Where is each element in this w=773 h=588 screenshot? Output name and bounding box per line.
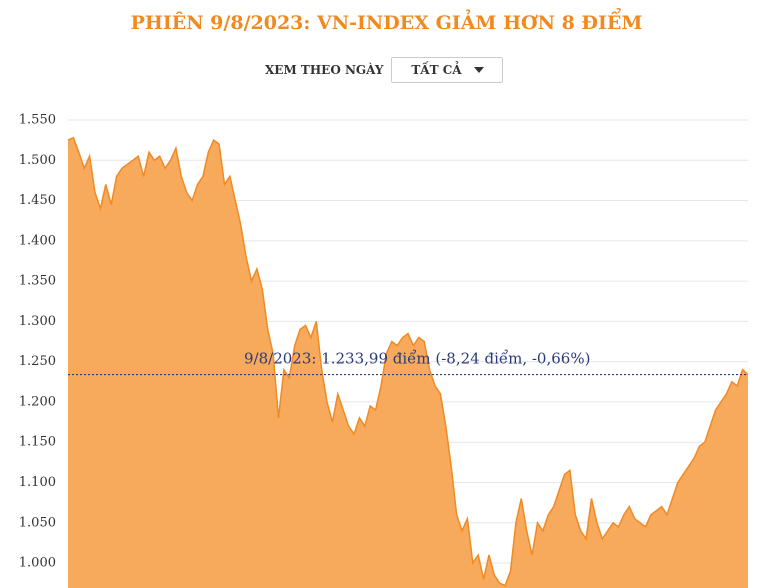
y-tick-label: 1.050 [19, 515, 56, 530]
y-tick-label: 1.450 [19, 193, 56, 208]
title: PHIÊN 9/8/2023: VN-INDEX GIẢM HƠN 8 ĐIỂM [130, 12, 643, 34]
y-tick-label: 1.150 [19, 435, 56, 450]
y-tick-label: 1.500 [19, 153, 56, 168]
reference-label: 9/8/2023: 1.233,99 điểm (-8,24 điểm, -0,… [244, 350, 590, 368]
dropdown[interactable]: TẤT CẢ [391, 57, 504, 83]
dropdown-arrow [473, 67, 484, 73]
controls: XEM THEO NGÀY TẤT CẢ [265, 57, 504, 83]
y-tick-label: 1.550 [19, 113, 56, 128]
y-tick-label: 1.250 [19, 354, 56, 369]
y-tick-label: 1.200 [19, 394, 56, 409]
y-tick-label: 1.000 [19, 556, 56, 571]
y-tick-label: 1.300 [19, 314, 56, 329]
control-label: XEM THEO NGÀY [265, 63, 384, 77]
area [68, 137, 748, 588]
line [67, 136, 749, 587]
dropdown-text: TẤT CẢ [411, 63, 462, 77]
y-tick-label: 1.400 [19, 233, 56, 248]
y-tick-label: 1.350 [19, 274, 56, 289]
y-tick-label: 1.100 [19, 475, 56, 490]
